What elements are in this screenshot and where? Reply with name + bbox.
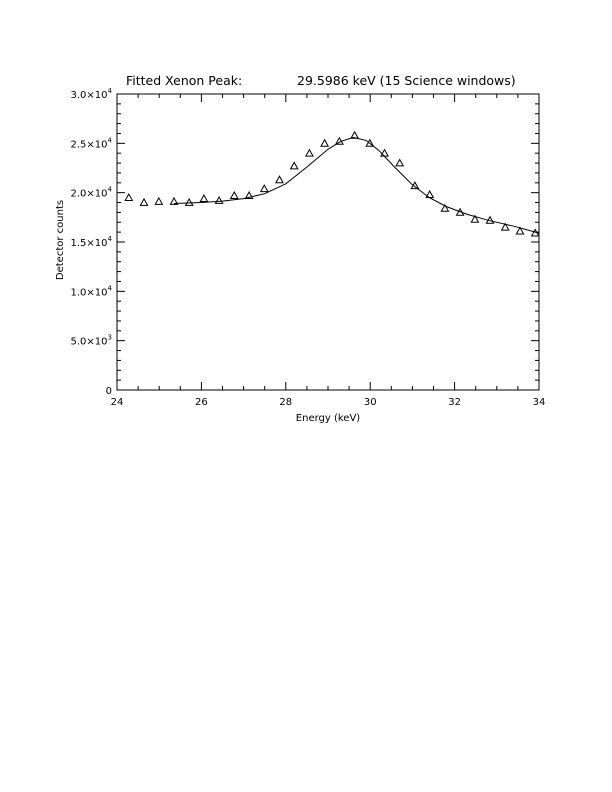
y-tick-exponent: 3 — [108, 334, 112, 342]
y-tick-exponent: 4 — [108, 186, 113, 194]
data-point-triangle — [380, 148, 389, 157]
y-tick-label: 1.0×104 — [71, 284, 113, 298]
plot-frame — [116, 93, 540, 391]
data-point-triangle — [244, 190, 254, 199]
y-tick-label: 1.5×104 — [71, 235, 113, 249]
y-tick-mantissa: 5.0×10 — [71, 337, 108, 348]
data-point-triangle — [139, 197, 149, 206]
data-point-triangle — [184, 197, 194, 206]
x-tick-label: 26 — [195, 397, 208, 408]
data-point-triangle — [154, 196, 164, 205]
data-point-triangle — [515, 226, 525, 235]
data-point-triangle — [289, 161, 299, 170]
data-point-triangle — [169, 196, 179, 205]
data-point-triangle — [410, 181, 420, 190]
chart-title-label: Fitted Xenon Peak: — [126, 73, 243, 88]
data-point-triangle — [395, 158, 405, 167]
y-tick-label: 2.5×104 — [71, 136, 113, 150]
data-point-triangle — [214, 195, 224, 204]
y-tick-mantissa: 0 — [106, 386, 112, 397]
x-tick-label: 24 — [111, 397, 124, 408]
data-point-triangle — [199, 193, 209, 202]
data-point-triangle — [455, 207, 465, 216]
data-point-triangle — [530, 228, 540, 237]
data-point-triangle — [485, 215, 495, 224]
data-point-triangle — [259, 184, 269, 193]
y-tick-mantissa: 1.0×10 — [71, 287, 108, 298]
y-tick-exponent: 4 — [108, 284, 113, 292]
y-tick-label: 5.0×103 — [71, 334, 112, 348]
data-point-triangle — [275, 175, 284, 184]
x-axis-title: Energy (keV) — [296, 413, 361, 424]
y-tick-label: 2.0×104 — [71, 186, 113, 200]
y-tick-mantissa: 2.5×10 — [71, 139, 108, 150]
data-point-triangle — [470, 214, 480, 223]
data-point-triangle — [229, 190, 239, 199]
y-tick-label: 0 — [106, 386, 112, 397]
data-point-triangle — [365, 138, 375, 147]
data-point-triangle — [350, 130, 360, 139]
y-axis-title: Detector counts — [55, 200, 66, 280]
y-tick-mantissa: 3.0×10 — [71, 90, 108, 101]
x-tick-label: 30 — [364, 397, 377, 408]
data-point-triangle — [304, 148, 314, 157]
data-point-triangle — [500, 222, 510, 231]
chart-title-value: 29.5986 keV (15 Science windows) — [297, 73, 516, 88]
y-tick-exponent: 4 — [108, 235, 113, 243]
y-tick-mantissa: 1.5×10 — [71, 238, 108, 249]
data-point-triangle — [440, 203, 450, 212]
y-tick-label: 3.0×104 — [71, 87, 113, 101]
x-tick-label: 28 — [279, 397, 292, 408]
y-tick-exponent: 4 — [108, 136, 113, 144]
y-tick-mantissa: 2.0×10 — [71, 189, 108, 200]
data-point-triangle — [124, 192, 134, 201]
x-tick-label: 32 — [448, 397, 461, 408]
y-tick-exponent: 4 — [108, 87, 113, 95]
fit-curve-line — [173, 136, 540, 234]
data-point-triangle — [425, 189, 435, 198]
x-tick-label: 34 — [533, 397, 546, 408]
data-point-triangle — [334, 136, 344, 145]
data-point-triangle — [320, 138, 330, 147]
